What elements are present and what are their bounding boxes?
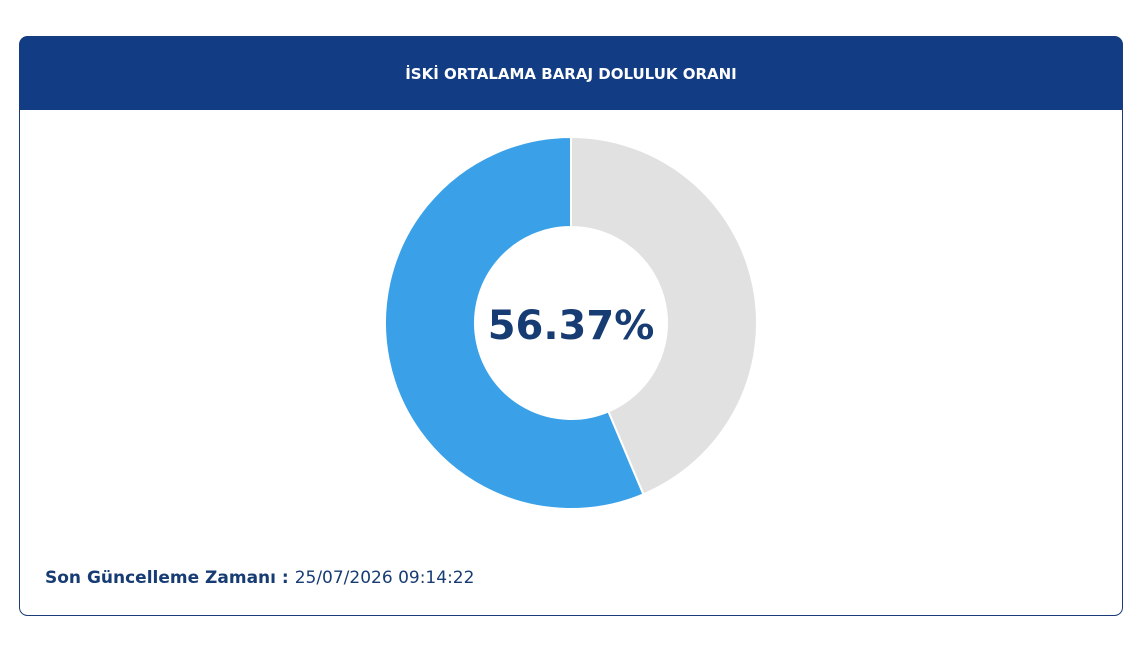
footer: Son Güncelleme Zamanı : 25/07/2026 09:14:…	[45, 568, 474, 588]
card-header	[19, 36, 1123, 110]
footer-value: 25/07/2026 09:14:22	[295, 568, 475, 588]
donut-segment	[570, 135, 758, 496]
chart-title: İSKİ ORTALAMA BARAJ DOLULUK ORANI	[405, 64, 737, 83]
center-label: 56.37%	[488, 303, 655, 349]
donut-segment	[384, 135, 645, 510]
footer-label: Son Güncelleme Zamanı :	[45, 568, 289, 588]
donut	[384, 135, 758, 510]
